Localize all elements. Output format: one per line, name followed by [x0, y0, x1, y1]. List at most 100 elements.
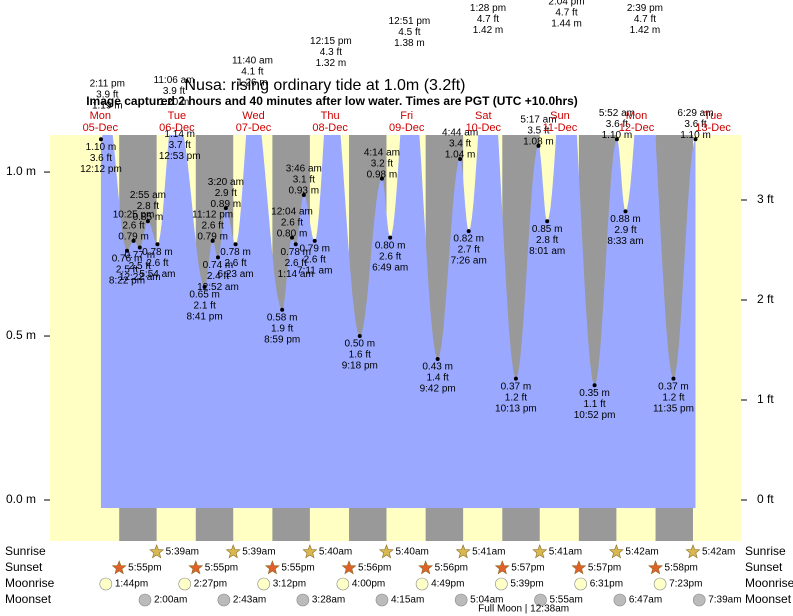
tide-label: 1.19 m: [92, 100, 123, 111]
tide-label: 4.1 ft: [241, 66, 263, 77]
tide-area: [100, 135, 696, 508]
tide-label: 2.9 ft: [614, 225, 636, 236]
tide-label: 1.14 m: [164, 129, 195, 140]
tide-point: [466, 229, 471, 234]
tide-label: 10:13 pm: [495, 403, 537, 414]
tide-label: 12:04 am: [271, 206, 313, 217]
tide-point: [137, 245, 142, 250]
tide-label: 3.2 ft: [371, 158, 393, 169]
tide-label: 2.6 ft: [304, 255, 326, 266]
chart-subtitle: Image captured 2 hours and 40 minutes af…: [86, 94, 578, 108]
tide-point: [145, 219, 150, 224]
tide-label: 1.42 m: [473, 25, 504, 36]
tide-label: 4:44 am: [442, 128, 478, 139]
tide-label: 2.6 ft: [281, 217, 303, 228]
sunrise-time: 5:39am: [242, 547, 275, 558]
tide-point: [388, 235, 393, 240]
day-name: Wed: [242, 110, 264, 122]
tide-point: [293, 242, 298, 247]
day-date: 05-Dec: [83, 122, 119, 134]
tide-label: 3.9 ft: [96, 89, 118, 100]
tide-label: 3.5 ft: [527, 125, 549, 136]
tide-label: 5:17 am: [520, 114, 556, 125]
tide-point: [223, 206, 228, 211]
y2-tick-label: 0 ft: [757, 492, 774, 506]
moonset-time: 5:04am: [470, 595, 503, 606]
day-name: Sat: [475, 110, 492, 122]
tide-label: 3:46 am: [286, 164, 322, 175]
tide-label: 1:28 pm: [470, 3, 506, 14]
moonrise-icon: [495, 577, 508, 591]
day-name: Tue: [704, 110, 723, 122]
tide-label: 8:59 pm: [264, 334, 300, 345]
tide-point: [379, 176, 384, 181]
tide-label: 8:22 pm: [109, 275, 145, 286]
moonrise-time: 6:31pm: [590, 579, 623, 590]
tide-label: 7:26 am: [451, 256, 487, 267]
tide-label: 0.89 m: [211, 199, 242, 210]
moonrise-icon: [653, 577, 667, 591]
moonrise-time: 4:49pm: [431, 579, 464, 590]
tide-label: 8:33 am: [607, 236, 643, 247]
tide-point: [513, 376, 518, 381]
day-name: Mon: [626, 110, 647, 122]
tide-label: 11:12 pm: [192, 210, 233, 221]
tide-label: 1.42 m: [630, 25, 661, 36]
tide-label: 0.78 m: [280, 247, 311, 258]
tide-label: 0.79 m: [118, 232, 149, 243]
sunset-time: 5:56pm: [435, 563, 468, 574]
tide-label: 2.8 ft: [137, 201, 159, 212]
sunrise-time: 5:42am: [702, 547, 735, 558]
tide-label: 3.6 ft: [606, 119, 628, 130]
moonset-time: 5:55am: [549, 595, 582, 606]
moonset-time: 3:28am: [312, 595, 345, 606]
tide-label: 1.4 ft: [427, 373, 449, 384]
tide-label: 2.4 ft: [207, 271, 229, 282]
sunset-time: 5:56pm: [358, 563, 391, 574]
tide-label: 0.50 m: [344, 339, 375, 350]
tide-point: [98, 137, 103, 142]
row-label: Moonrise: [5, 576, 55, 590]
day-date: 11-Dec: [543, 122, 578, 134]
y-tick-label: 0.5 m: [6, 328, 36, 342]
day-date: 12-Dec: [619, 122, 655, 134]
moonset-time: 6:47am: [629, 595, 662, 606]
tide-label: 3.6 ft: [90, 153, 112, 164]
tide-point: [301, 193, 306, 198]
tide-label: 12:12 pm: [80, 164, 122, 175]
tide-label: 0.76 m: [112, 253, 143, 264]
sun-icon: [494, 560, 510, 575]
tide-point: [125, 248, 130, 253]
tide-label: 0.58 m: [267, 312, 298, 323]
tide-label: 2:11 pm: [90, 78, 125, 89]
tide-point: [592, 383, 597, 388]
tide-label: 4.7 ft: [634, 14, 656, 25]
row-label: Sunrise: [745, 544, 786, 558]
tide-label: 4.7 ft: [555, 7, 577, 18]
tide-label: 0.85 m: [532, 224, 563, 235]
tide-label: 4:14 am: [364, 147, 400, 158]
tide-label: 0.80 m: [375, 240, 406, 251]
sun-icon: [571, 560, 587, 575]
tide-label: 5:54 am: [139, 269, 175, 280]
y-tick-label: 0.0 m: [6, 492, 36, 506]
tide-label: 4.5 ft: [398, 27, 420, 38]
tide-label: 3.4 ft: [449, 139, 471, 150]
tide-label: 1.10 m: [86, 142, 117, 153]
sunrise-time: 5:42am: [625, 547, 658, 558]
sunset-time: 5:57pm: [588, 563, 621, 574]
tide-label: 1.04 m: [445, 150, 476, 161]
sunset-time: 5:55pm: [205, 563, 238, 574]
y2-tick-label: 2 ft: [757, 292, 774, 306]
tide-label: 1.44 m: [551, 18, 582, 29]
tide-point: [131, 238, 136, 243]
tide-label: 2.1 ft: [193, 300, 215, 311]
tide-label: 0.43 m: [422, 362, 453, 373]
moonset-icon: [217, 593, 231, 607]
moonset-icon: [138, 593, 152, 607]
moonset-time: 7:39am: [708, 595, 741, 606]
sun-icon: [111, 560, 127, 575]
moonset-time: 4:15am: [391, 595, 424, 606]
day-date: 09-Dec: [389, 122, 425, 134]
